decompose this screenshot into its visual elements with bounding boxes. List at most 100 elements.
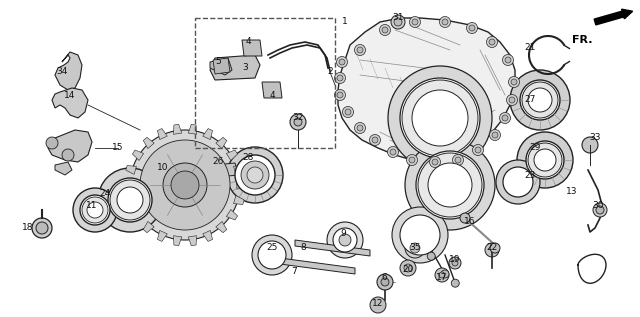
Text: 12: 12: [372, 299, 384, 307]
Text: FR.: FR.: [572, 35, 593, 45]
Text: 10: 10: [157, 164, 169, 172]
Circle shape: [492, 132, 498, 138]
Circle shape: [345, 109, 351, 115]
Circle shape: [163, 163, 207, 207]
Circle shape: [490, 130, 500, 140]
Polygon shape: [210, 55, 260, 80]
Circle shape: [394, 18, 402, 26]
Circle shape: [499, 113, 511, 124]
Circle shape: [429, 157, 440, 167]
Circle shape: [526, 141, 564, 179]
Polygon shape: [124, 181, 133, 189]
Circle shape: [442, 19, 448, 25]
Polygon shape: [157, 128, 167, 139]
Polygon shape: [143, 222, 154, 233]
Circle shape: [506, 94, 518, 106]
Circle shape: [342, 107, 353, 118]
Circle shape: [108, 178, 152, 222]
Circle shape: [490, 243, 500, 253]
Circle shape: [509, 97, 515, 103]
Circle shape: [377, 274, 393, 290]
Polygon shape: [234, 196, 244, 204]
Polygon shape: [48, 130, 92, 162]
Text: 31: 31: [392, 14, 404, 23]
Text: 7: 7: [291, 268, 297, 276]
Circle shape: [390, 149, 396, 155]
Circle shape: [32, 218, 52, 238]
Polygon shape: [213, 58, 230, 74]
Circle shape: [503, 167, 533, 197]
Circle shape: [510, 70, 570, 130]
Text: 30: 30: [592, 200, 604, 210]
Circle shape: [73, 188, 117, 232]
Polygon shape: [132, 210, 143, 220]
Circle shape: [528, 143, 562, 177]
Circle shape: [370, 297, 386, 313]
Polygon shape: [234, 165, 244, 174]
Circle shape: [337, 56, 348, 68]
Circle shape: [412, 19, 418, 25]
Polygon shape: [126, 196, 136, 204]
Circle shape: [327, 222, 363, 258]
Text: 20: 20: [403, 266, 413, 275]
Text: 21: 21: [524, 43, 536, 53]
Circle shape: [455, 157, 461, 163]
Polygon shape: [295, 240, 370, 256]
Text: 14: 14: [64, 90, 76, 100]
Circle shape: [511, 79, 517, 85]
Polygon shape: [338, 18, 515, 162]
Circle shape: [460, 213, 470, 223]
Circle shape: [337, 75, 343, 81]
Polygon shape: [203, 128, 212, 139]
Circle shape: [36, 222, 48, 234]
Circle shape: [400, 260, 416, 276]
Circle shape: [339, 234, 351, 246]
Circle shape: [435, 268, 449, 282]
Circle shape: [418, 153, 482, 217]
Circle shape: [235, 155, 275, 195]
Polygon shape: [132, 150, 143, 160]
Polygon shape: [143, 137, 154, 149]
Text: 9: 9: [340, 229, 346, 237]
Polygon shape: [55, 52, 82, 90]
Circle shape: [469, 25, 475, 31]
Circle shape: [502, 55, 513, 66]
Circle shape: [87, 202, 103, 218]
Circle shape: [593, 203, 607, 217]
Circle shape: [405, 140, 495, 230]
Text: 11: 11: [86, 200, 98, 210]
Polygon shape: [126, 165, 136, 174]
Circle shape: [428, 252, 435, 260]
Circle shape: [486, 36, 497, 48]
Circle shape: [528, 88, 552, 112]
Polygon shape: [173, 236, 182, 246]
Circle shape: [409, 157, 415, 163]
Circle shape: [400, 215, 440, 255]
Polygon shape: [237, 181, 246, 189]
Polygon shape: [216, 137, 227, 149]
Text: 29: 29: [529, 144, 541, 152]
Circle shape: [62, 149, 74, 161]
Text: 5: 5: [215, 57, 221, 67]
Circle shape: [110, 180, 150, 220]
Circle shape: [387, 146, 399, 158]
Bar: [195, 18, 335, 148]
Polygon shape: [216, 222, 227, 233]
Circle shape: [452, 260, 458, 266]
FancyArrow shape: [594, 9, 632, 25]
Circle shape: [380, 24, 390, 36]
Circle shape: [171, 171, 199, 199]
Circle shape: [467, 23, 477, 34]
Polygon shape: [203, 230, 212, 242]
Circle shape: [452, 154, 463, 165]
Circle shape: [337, 92, 343, 98]
Polygon shape: [173, 124, 182, 134]
Polygon shape: [227, 150, 237, 160]
Circle shape: [227, 147, 283, 203]
Circle shape: [82, 197, 108, 223]
Circle shape: [432, 159, 438, 165]
Circle shape: [439, 272, 445, 278]
Text: 15: 15: [112, 144, 124, 152]
Circle shape: [505, 57, 511, 63]
Circle shape: [582, 137, 598, 153]
